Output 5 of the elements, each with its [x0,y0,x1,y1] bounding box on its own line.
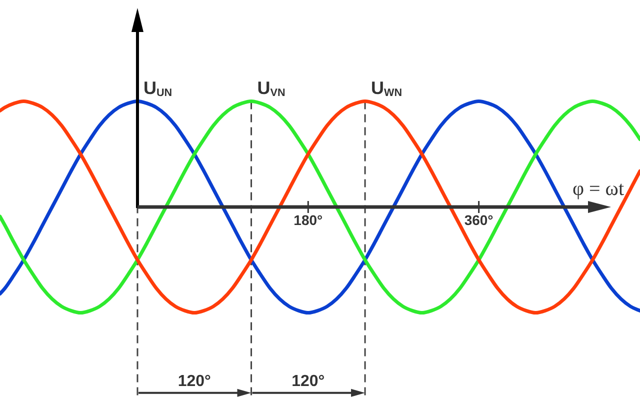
x-axis-title: φ = ωt [572,178,624,200]
text: 120° [178,372,211,390]
text: 120° [292,372,325,390]
x-tick-label: 180° [294,212,323,228]
x-tick-label: 360° [464,212,494,228]
